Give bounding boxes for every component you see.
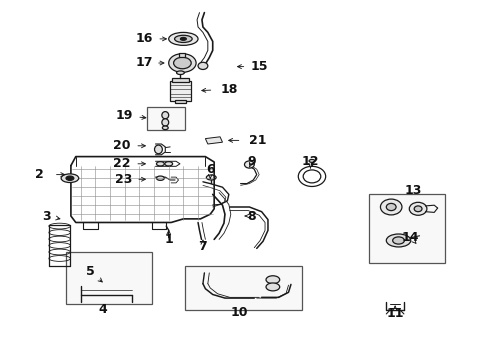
Text: 20: 20 [112, 139, 130, 152]
Ellipse shape [61, 174, 79, 183]
Bar [184, 266, 302, 310]
Ellipse shape [156, 176, 164, 180]
Ellipse shape [162, 119, 168, 126]
Ellipse shape [66, 176, 74, 180]
Ellipse shape [180, 37, 186, 40]
Ellipse shape [176, 71, 184, 75]
Text: 1: 1 [164, 233, 173, 246]
Ellipse shape [386, 234, 410, 247]
Ellipse shape [164, 162, 172, 166]
Text: 3: 3 [42, 210, 51, 222]
Ellipse shape [174, 35, 192, 42]
Text: 22: 22 [112, 157, 130, 170]
Circle shape [408, 202, 426, 215]
Circle shape [413, 206, 421, 212]
Text: 10: 10 [230, 306, 248, 319]
Text: 11: 11 [386, 307, 403, 320]
Ellipse shape [308, 159, 314, 162]
Ellipse shape [265, 276, 279, 284]
Bar [175, 100, 185, 103]
Ellipse shape [156, 162, 164, 166]
Text: 23: 23 [114, 173, 132, 186]
Text: 5: 5 [86, 265, 95, 278]
Bar [172, 78, 188, 82]
Text: 17: 17 [135, 57, 153, 69]
Text: 7: 7 [198, 240, 207, 253]
Text: 9: 9 [247, 155, 256, 168]
Circle shape [198, 62, 207, 69]
Text: 8: 8 [247, 210, 256, 222]
Bar [66, 252, 151, 304]
Ellipse shape [162, 112, 168, 119]
Polygon shape [205, 137, 222, 144]
Bar [170, 81, 190, 101]
Ellipse shape [168, 32, 198, 45]
Text: 12: 12 [301, 155, 319, 168]
Ellipse shape [154, 145, 162, 154]
Circle shape [380, 199, 401, 215]
Ellipse shape [392, 237, 404, 244]
Text: 19: 19 [116, 109, 133, 122]
Ellipse shape [265, 283, 279, 291]
Circle shape [244, 161, 254, 168]
Text: 15: 15 [250, 60, 267, 73]
Bar [146, 107, 184, 130]
Circle shape [386, 203, 395, 211]
Ellipse shape [173, 57, 191, 69]
Text: 4: 4 [98, 303, 107, 316]
Ellipse shape [168, 54, 196, 72]
Bar [179, 53, 185, 57]
Text: 14: 14 [401, 231, 419, 244]
Text: 18: 18 [220, 83, 237, 96]
Bar [368, 194, 444, 263]
Ellipse shape [206, 175, 216, 180]
Text: 16: 16 [135, 32, 153, 45]
Text: 21: 21 [249, 134, 266, 147]
Text: 13: 13 [404, 184, 421, 197]
Text: 6: 6 [205, 163, 214, 176]
Text: 2: 2 [35, 168, 43, 181]
Ellipse shape [162, 126, 168, 130]
